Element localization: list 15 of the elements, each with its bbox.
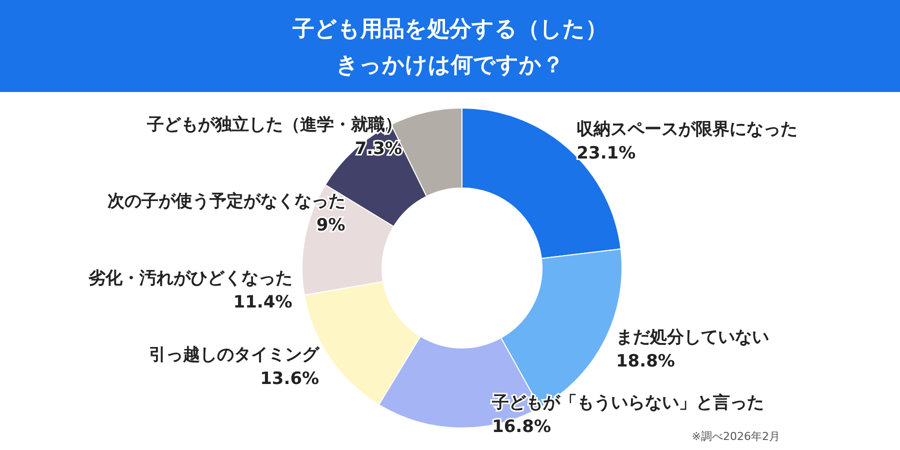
slice-label: 劣化・汚れがひどくなった (87, 268, 292, 288)
slice-label: 収納スペースが限界になった (576, 120, 798, 140)
slice-label: まだ処分していない (616, 327, 769, 348)
data-label: 9% (316, 216, 346, 236)
data-label: 18.8% (616, 351, 675, 372)
slice-label: 引っ越しのタイミング (149, 345, 320, 365)
data-label: 13.6% (260, 369, 320, 389)
data-label: 16.8% (492, 417, 551, 437)
slice-label: 子どもが「もういらない」と言った (491, 393, 764, 413)
data-label: 7.3% (354, 139, 402, 159)
text: ※調べ2026年2月 (692, 430, 780, 443)
data-label: 11.4% (233, 292, 292, 312)
data-label: 23.1% (576, 144, 636, 164)
chart-title: 子ども用品を処分する（した）きっかけは何ですか？ (292, 17, 608, 78)
slice-label: 次の子が使う予定がなくなった (107, 192, 346, 212)
